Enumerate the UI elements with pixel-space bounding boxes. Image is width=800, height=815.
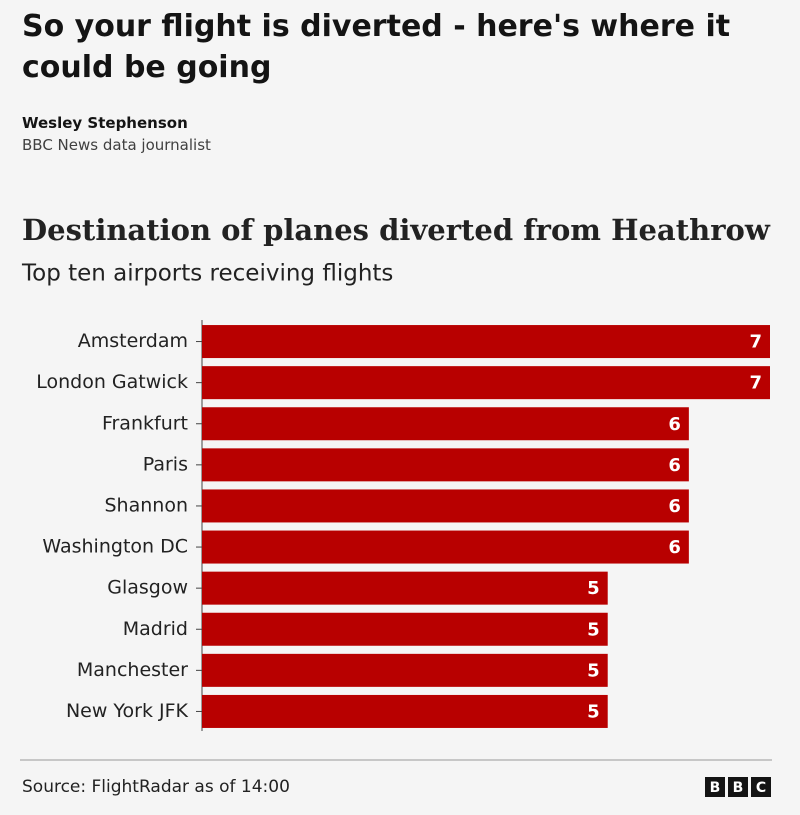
bar — [202, 489, 689, 523]
y-tick-label: Manchester — [77, 659, 188, 681]
author-role: BBC News data journalist — [22, 136, 211, 154]
value-label: 5 — [587, 619, 600, 640]
bar — [202, 407, 689, 441]
bar — [202, 325, 770, 359]
bar — [202, 694, 608, 728]
value-label: 5 — [587, 701, 600, 722]
logo-box — [751, 777, 771, 797]
logo-letter: C — [756, 780, 766, 796]
bar — [202, 448, 689, 482]
value-label: 7 — [749, 332, 762, 353]
logo-box — [728, 777, 748, 797]
y-tick-label: Madrid — [123, 618, 188, 640]
value-label: 5 — [587, 660, 600, 681]
author: Wesley Stephenson — [22, 114, 188, 132]
y-tick-label: Washington DC — [42, 536, 188, 558]
y-tick-label: London Gatwick — [36, 371, 188, 393]
y-tick-label: Paris — [143, 453, 188, 475]
headline: So your flight is diverted - here's wher… — [22, 9, 731, 85]
bar — [202, 653, 608, 687]
y-tick-label: Glasgow — [107, 577, 188, 599]
source: Source: FlightRadar as of 14:00 — [22, 777, 290, 797]
bar — [202, 530, 689, 564]
logo-letter: B — [733, 780, 744, 796]
bar — [202, 612, 608, 646]
value-label: 6 — [668, 414, 681, 435]
value-label: 7 — [749, 373, 762, 394]
logo-box — [705, 777, 725, 797]
chart-subtitle: Top ten airports receiving flights — [21, 261, 393, 287]
y-tick-label: Frankfurt — [102, 412, 188, 434]
value-label: 6 — [668, 455, 681, 476]
value-label: 5 — [587, 578, 600, 599]
bar — [202, 571, 608, 605]
value-label: 6 — [668, 496, 681, 517]
value-label: 6 — [668, 537, 681, 558]
y-tick-label: New York JFK — [66, 700, 189, 722]
chart-title: Destination of planes diverted from Heat… — [22, 213, 771, 247]
y-tick-label: Amsterdam — [78, 330, 188, 352]
logo-letter: B — [710, 780, 721, 796]
bar — [202, 366, 770, 400]
y-tick-label: Shannon — [105, 494, 189, 516]
